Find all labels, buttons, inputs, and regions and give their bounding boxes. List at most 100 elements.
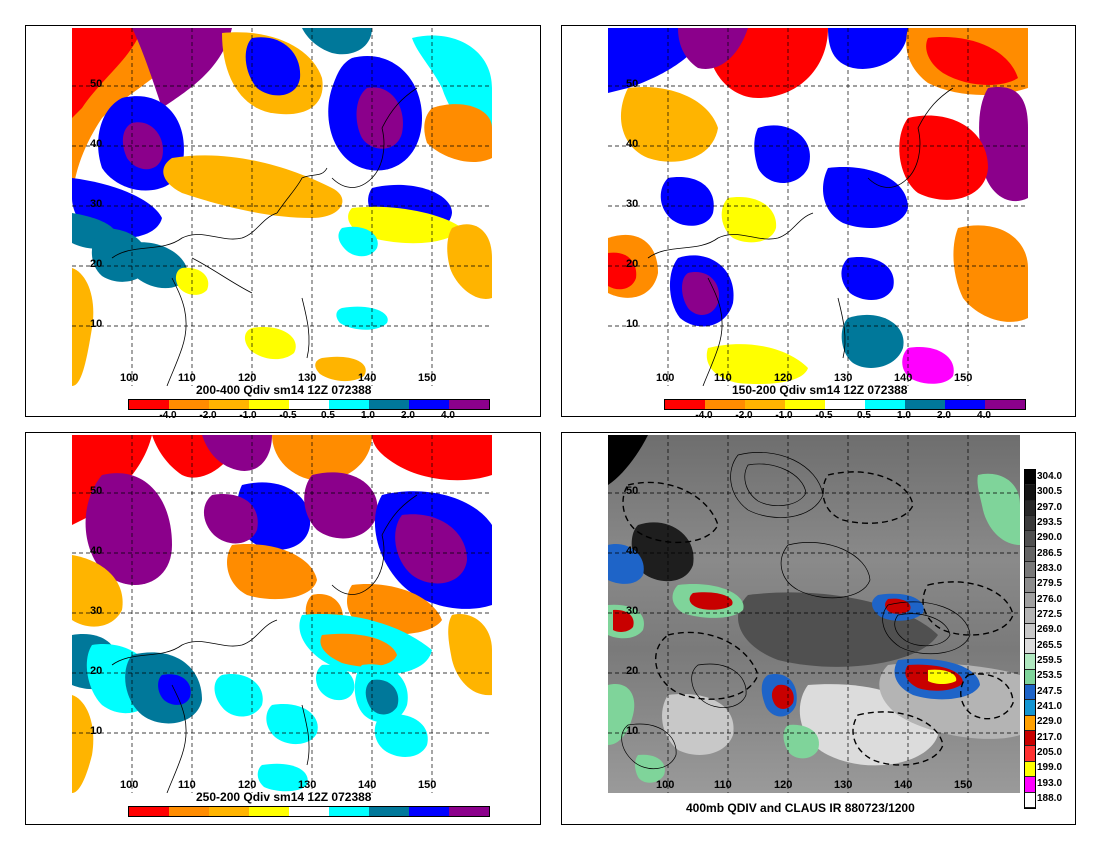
ir-field [608,435,1020,793]
lat-label-10: 10 [90,725,103,737]
ir-colorbar [1024,469,1036,809]
lon-label-130: 130 [834,779,853,791]
colorbar-swatch [1025,731,1035,747]
colorbar-swatch [1025,592,1035,609]
colorbar-swatch [1025,715,1035,732]
qdiv-map-150-200 [608,28,1028,386]
colorbar-swatch [1025,638,1035,655]
colorbar-label: 0.5 [321,410,335,421]
colorbar-swatch [169,807,209,816]
lat-label-20: 20 [90,258,103,270]
colorbar-label: 259.5 [1037,655,1063,666]
colorbar-label: 283.0 [1037,563,1063,574]
lat-label-50: 50 [90,78,103,90]
colorbar-label: 229.0 [1037,716,1063,727]
lon-label-150: 150 [954,779,973,791]
colorbar-swatch [409,400,449,409]
lon-label-140: 140 [894,372,913,384]
lon-label-100: 100 [656,372,675,384]
colorbar-label: 205.0 [1037,747,1063,758]
colorbar-swatch [1025,746,1035,762]
lat-label-20: 20 [90,665,103,677]
lat-label-50: 50 [626,78,639,90]
lon-label-130: 130 [298,779,317,791]
lon-label-120: 120 [774,372,793,384]
lon-label-110: 110 [178,779,196,791]
colorbar-swatch [209,400,249,409]
claus-ir-map [608,435,1020,793]
lon-label-130: 130 [834,372,853,384]
qdiv-colorbar [128,399,490,410]
colorbar-label: -4.0 [159,410,177,421]
contour-field [608,28,1028,386]
lon-label-100: 100 [656,779,675,791]
colorbar-swatch [825,400,865,409]
colorbar-label: 2.0 [937,410,951,421]
colorbar-swatch [289,400,329,409]
colorbar-swatch [1025,516,1035,532]
colorbar-label: 286.5 [1037,548,1063,559]
colorbar-swatch [1025,761,1035,778]
colorbar-label: 241.0 [1037,701,1063,712]
lon-label-110: 110 [714,372,732,384]
colorbar-swatch [249,807,289,816]
lon-label-150: 150 [954,372,973,384]
lat-label-30: 30 [90,198,103,210]
colorbar-label: 265.5 [1037,640,1063,651]
qdiv-colorbar [128,806,490,817]
colorbar-swatch [1025,669,1035,686]
colorbar-swatch [209,807,249,816]
colorbar-swatch [369,807,409,816]
lon-label-130: 130 [298,372,317,384]
colorbar-label: 0.5 [857,410,871,421]
contour-field [72,28,492,386]
qdiv-map-200-400 [72,28,492,386]
colorbar-label: 293.5 [1037,517,1063,528]
lat-label-30: 30 [90,605,103,617]
colorbar-label: 4.0 [977,410,991,421]
colorbar-swatch [449,400,489,409]
colorbar-swatch [1025,777,1035,793]
colorbar-swatch [129,400,169,409]
colorbar-swatch [945,400,985,409]
colorbar-swatch [1025,654,1035,670]
lat-label-10: 10 [90,318,103,330]
panel-150-200-qdiv: 50 40 30 20 10 100 110 120 130 140 150 1… [561,25,1076,421]
panel-250-200-qdiv: 50 40 30 20 10 100 110 120 130 140 150 2… [25,432,541,825]
lat-label-40: 40 [626,138,639,150]
lat-label-10: 10 [626,318,639,330]
colorbar-label: 269.0 [1037,624,1063,635]
colorbar-swatch [1025,577,1035,593]
lat-label-50: 50 [90,485,103,497]
colorbar-label: 297.0 [1037,502,1063,513]
colorbar-label: 300.5 [1037,486,1063,497]
lat-label-40: 40 [626,545,639,557]
lon-label-140: 140 [894,779,913,791]
colorbar-label: -2.0 [199,410,217,421]
colorbar-label: 272.5 [1037,609,1063,620]
colorbar-label: 1.0 [361,410,375,421]
colorbar-label: 247.5 [1037,686,1063,697]
colorbar-label: -0.5 [279,410,297,421]
lon-label-100: 100 [120,779,139,791]
colorbar-label: -1.0 [239,410,257,421]
ir-colorbar-labels: 304.0 300.5 297.0 293.5 290.0 286.5 283.… [1037,469,1073,807]
colorbar-swatch [1025,546,1035,563]
colorbar-swatch [169,400,209,409]
lon-label-120: 120 [774,779,793,791]
lat-label-30: 30 [626,605,639,617]
lat-label-10: 10 [626,725,639,737]
colorbar-swatch [1025,531,1035,547]
colorbar-swatch [329,400,369,409]
colorbar-label: 188.0 [1037,793,1063,804]
colorbar-swatch [1025,500,1035,517]
colorbar-swatch [129,807,169,816]
colorbar-swatch [1025,485,1035,501]
lat-label-40: 40 [90,545,103,557]
colorbar-swatch [1025,792,1035,808]
lon-label-140: 140 [358,779,377,791]
colorbar-label: 279.5 [1037,578,1063,589]
colorbar-swatch [249,400,289,409]
colorbar-swatch [905,400,945,409]
lat-label-20: 20 [626,665,639,677]
